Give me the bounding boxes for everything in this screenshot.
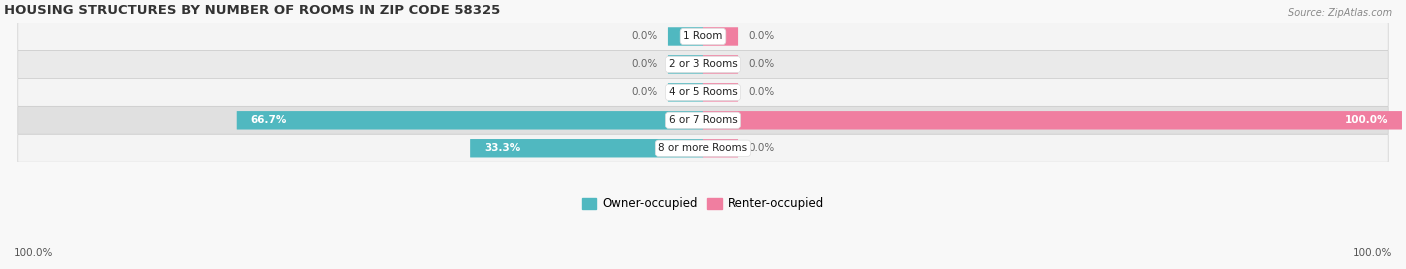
Text: 0.0%: 0.0% bbox=[748, 143, 775, 153]
FancyBboxPatch shape bbox=[668, 27, 703, 46]
Text: 0.0%: 0.0% bbox=[748, 87, 775, 97]
FancyBboxPatch shape bbox=[18, 106, 1388, 134]
FancyBboxPatch shape bbox=[668, 83, 703, 102]
FancyBboxPatch shape bbox=[18, 78, 1388, 106]
Text: 6 or 7 Rooms: 6 or 7 Rooms bbox=[669, 115, 737, 125]
Text: 1 Room: 1 Room bbox=[683, 31, 723, 41]
Text: Source: ZipAtlas.com: Source: ZipAtlas.com bbox=[1288, 8, 1392, 18]
FancyBboxPatch shape bbox=[18, 23, 1388, 51]
FancyBboxPatch shape bbox=[18, 51, 1388, 78]
FancyBboxPatch shape bbox=[703, 111, 1402, 130]
Text: 4 or 5 Rooms: 4 or 5 Rooms bbox=[669, 87, 737, 97]
FancyBboxPatch shape bbox=[703, 55, 738, 74]
Text: HOUSING STRUCTURES BY NUMBER OF ROOMS IN ZIP CODE 58325: HOUSING STRUCTURES BY NUMBER OF ROOMS IN… bbox=[4, 4, 501, 17]
FancyBboxPatch shape bbox=[236, 111, 703, 130]
Text: 100.0%: 100.0% bbox=[14, 248, 53, 258]
FancyBboxPatch shape bbox=[703, 83, 738, 102]
Text: 0.0%: 0.0% bbox=[631, 59, 658, 69]
Text: 66.7%: 66.7% bbox=[250, 115, 287, 125]
Text: 33.3%: 33.3% bbox=[484, 143, 520, 153]
FancyBboxPatch shape bbox=[470, 139, 703, 157]
FancyBboxPatch shape bbox=[703, 139, 738, 157]
Legend: Owner-occupied, Renter-occupied: Owner-occupied, Renter-occupied bbox=[578, 193, 828, 215]
Text: 0.0%: 0.0% bbox=[631, 87, 658, 97]
FancyBboxPatch shape bbox=[668, 55, 703, 74]
Text: 8 or more Rooms: 8 or more Rooms bbox=[658, 143, 748, 153]
Text: 0.0%: 0.0% bbox=[748, 31, 775, 41]
Text: 2 or 3 Rooms: 2 or 3 Rooms bbox=[669, 59, 737, 69]
Text: 100.0%: 100.0% bbox=[1344, 115, 1388, 125]
Text: 0.0%: 0.0% bbox=[748, 59, 775, 69]
FancyBboxPatch shape bbox=[703, 27, 738, 46]
Text: 0.0%: 0.0% bbox=[631, 31, 658, 41]
Text: 100.0%: 100.0% bbox=[1353, 248, 1392, 258]
FancyBboxPatch shape bbox=[18, 134, 1388, 162]
